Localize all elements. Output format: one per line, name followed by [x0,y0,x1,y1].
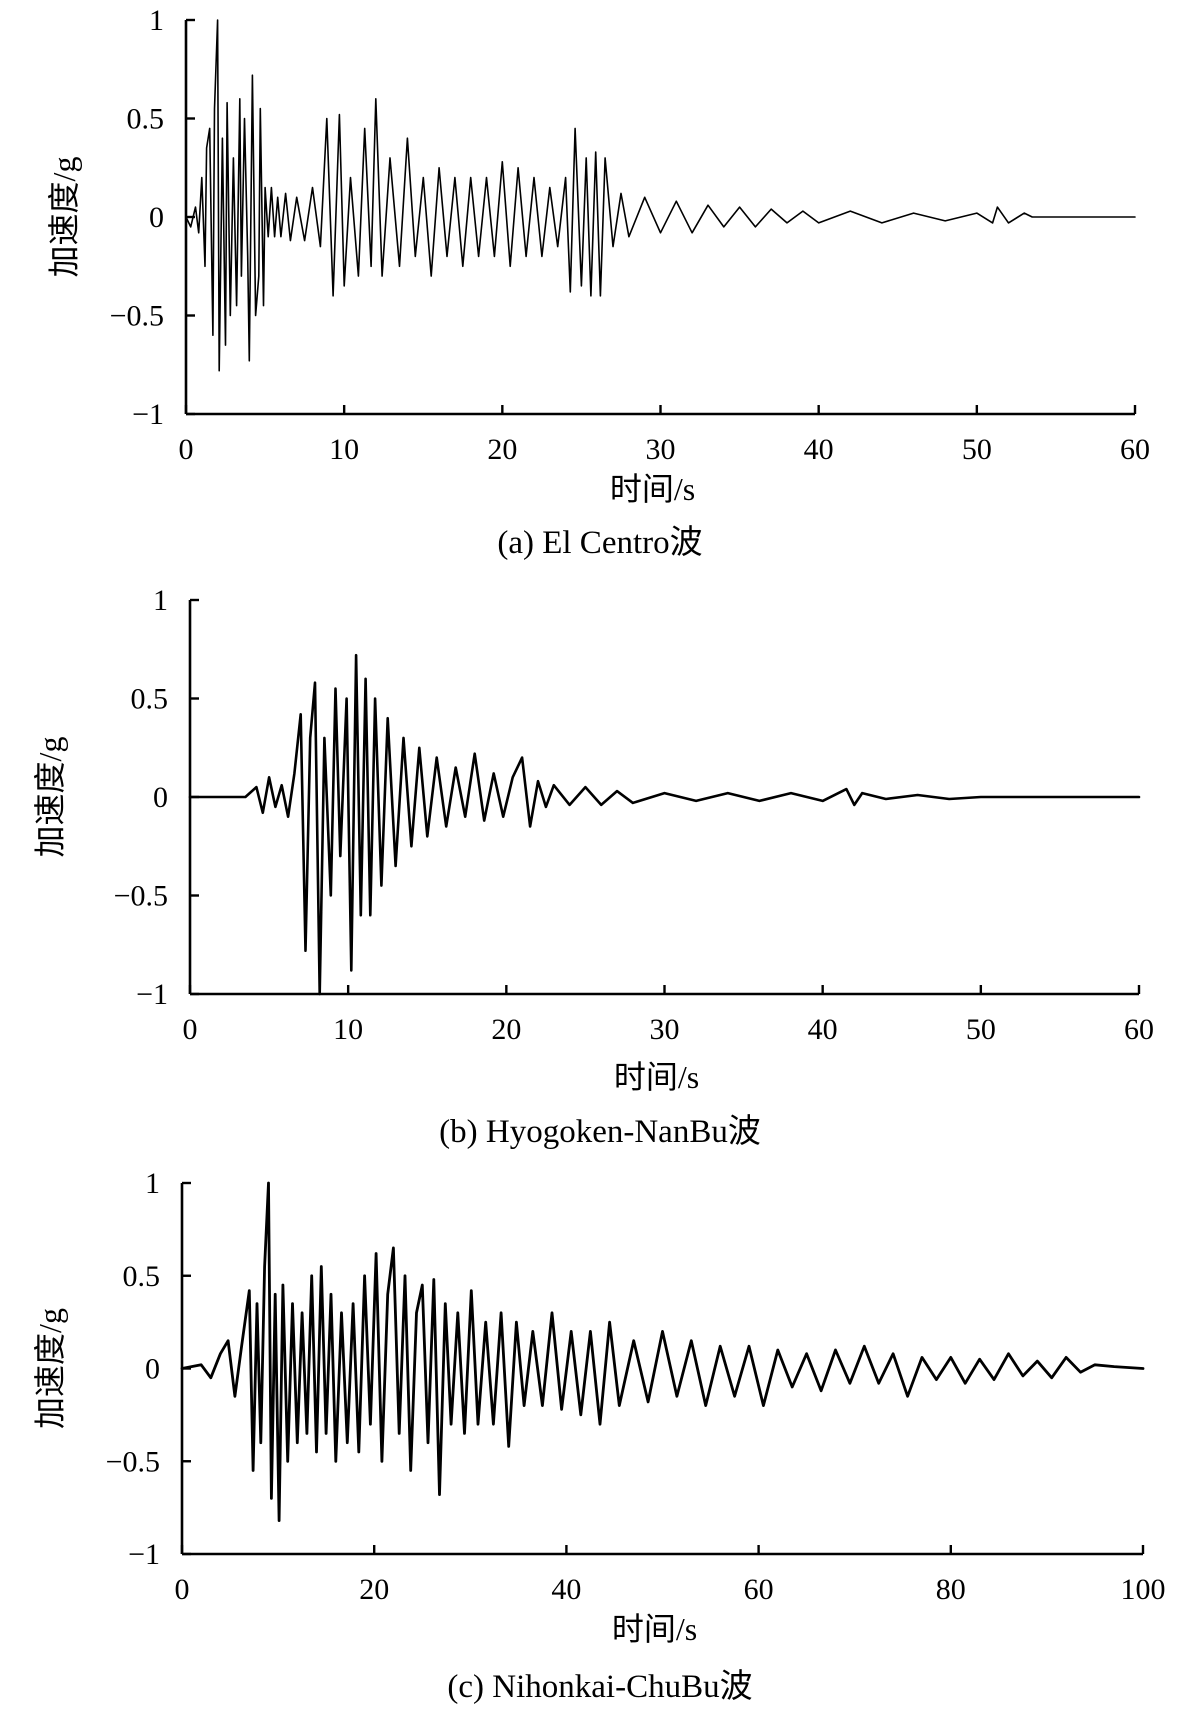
x-axis-label: 时间/s [612,1611,697,1647]
y-tick-label: −1 [132,398,164,431]
chart-caption: (c) Nihonkai-ChuBu波 [447,1668,752,1705]
x-tick-label: 30 [646,433,676,466]
chart-panel-1: 1 0.5 0 −0.5 −1 0 10 20 30 40 50 60 时间/s 加速度/g (b) Hyo… [32,584,1154,1150]
x-axis-label: 时间/s [614,1059,699,1095]
y-tick-label: 0 [149,201,164,234]
y-tick-label: 1 [153,584,168,617]
x-tick-label: 60 [1124,1013,1154,1046]
y-tick-label: −0.5 [114,880,168,913]
series-line [185,19,1136,372]
x-tick-label: 60 [744,1573,774,1606]
x-tick-label: 100 [1121,1573,1166,1606]
chart-panel-2: 1 0.5 0 −0.5 −1 0 20 40 60 80 100 时间/s 加速度/g (c) Niho… [32,1167,1166,1705]
y-tick-label: 0 [153,781,168,814]
x-tick-label: 0 [183,1013,198,1046]
x-tick-label: 20 [359,1573,389,1606]
chart-caption: (a) El Centro波 [497,524,702,561]
x-axis-label: 时间/s [610,471,695,507]
y-tick-label: 0 [145,1353,160,1386]
x-tick-label: 60 [1120,433,1150,466]
y-tick-label: 1 [149,4,164,37]
y-tick-label: −1 [136,978,168,1011]
x-tick-label: 40 [804,433,834,466]
series-line [180,1181,1145,1522]
series-line [188,653,1141,996]
y-axis-label: 加速度/g [46,157,82,278]
y-tick-label: 0.5 [127,103,165,136]
x-tick-label: 50 [966,1013,996,1046]
x-tick-label: 20 [491,1013,521,1046]
chart-panel-0: 1 0.5 0 −0.5 −1 0 10 20 30 40 50 60 时间/s 加速度/g (a) El … [46,4,1150,561]
y-axis-label: 加速度/g [32,1308,68,1429]
x-tick-label: 40 [808,1013,838,1046]
chart-caption: (b) Hyogoken-NanBu波 [439,1113,761,1150]
y-tick-label: −1 [128,1538,160,1571]
x-tick-label: 0 [179,433,194,466]
x-tick-label: 40 [551,1573,581,1606]
x-tick-label: 0 [175,1573,190,1606]
x-tick-label: 30 [650,1013,680,1046]
x-tick-label: 10 [333,1013,363,1046]
y-tick-label: −0.5 [110,300,164,333]
x-tick-label: 80 [936,1573,966,1606]
y-tick-label: 0.5 [123,1260,161,1293]
y-tick-label: 1 [145,1167,160,1200]
y-tick-label: −0.5 [106,1445,160,1478]
y-tick-label: 0.5 [131,683,169,716]
y-axis-label: 加速度/g [32,737,68,858]
x-tick-label: 10 [329,433,359,466]
x-tick-label: 50 [962,433,992,466]
x-tick-label: 20 [487,433,517,466]
